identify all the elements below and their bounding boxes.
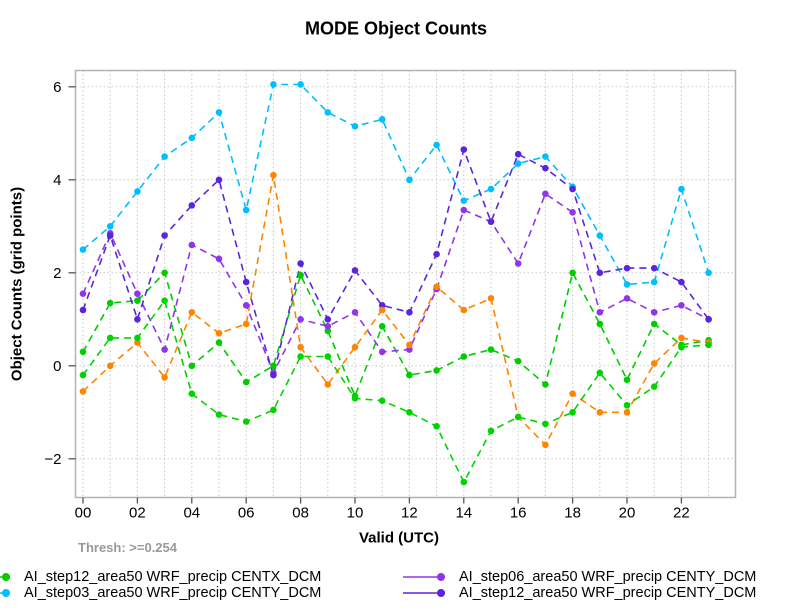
legend-marker-line-dot-icon [403, 573, 445, 581]
svg-text:10: 10 [347, 505, 364, 522]
legend-item-label: AI_step12_area50 WRF_precip CENTX_DCM [24, 569, 322, 585]
svg-text:20: 20 [619, 505, 636, 522]
legend-item-label: AI_step03_area50 WRF_precip CENTY_DCM [24, 585, 322, 601]
legend-marker-line-dot-icon [403, 589, 445, 597]
legend-item: AI_step06_area50 WRF_precip CENTY_DCM [403, 569, 756, 585]
svg-text:6: 6 [53, 79, 61, 96]
legend-item: AI_step12_area50 WRF_precip CENTY_DCM [403, 585, 756, 601]
svg-text:18: 18 [564, 505, 581, 522]
legend-item: AI_step03_area50 WRF_precip CENTY_DCM [0, 585, 321, 601]
x-axis-title: Valid (UTC) [358, 529, 440, 547]
svg-text:22: 22 [673, 505, 690, 522]
legend-item: AI_step12_area50 WRF_precip CENTX_DCM [0, 569, 321, 585]
threshold-note: Thresh: >=0.254 [78, 540, 177, 555]
svg-text:2: 2 [53, 265, 61, 282]
legend-marker-line-dot-icon [0, 573, 10, 581]
svg-text:14: 14 [455, 505, 472, 522]
svg-text:−2: −2 [44, 451, 61, 468]
chart-title: MODE Object Counts [304, 18, 488, 39]
svg-text:08: 08 [292, 505, 309, 522]
svg-text:04: 04 [183, 505, 200, 522]
legend-item-label: AI_step12_area50 WRF_precip CENTY_DCM [459, 585, 757, 601]
svg-text:00: 00 [75, 505, 92, 522]
svg-text:02: 02 [129, 505, 146, 522]
svg-text:0: 0 [53, 358, 61, 375]
legend-item-label: AI_step06_area50 WRF_precip CENTY_DCM [459, 569, 757, 585]
svg-text:4: 4 [53, 172, 61, 189]
legend-marker-line-dot-icon [0, 589, 10, 597]
svg-text:06: 06 [238, 505, 255, 522]
svg-text:16: 16 [510, 505, 527, 522]
svg-text:12: 12 [401, 505, 418, 522]
